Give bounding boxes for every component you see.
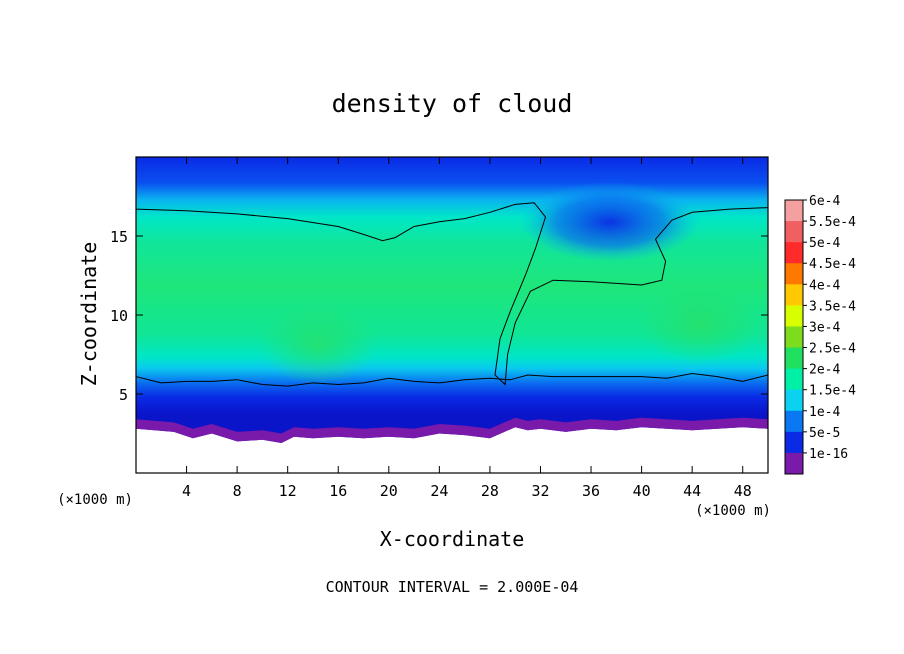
colorbar-swatch	[785, 305, 803, 327]
colorbar-swatch	[785, 221, 803, 243]
x-unit-label-right: (×1000 m)	[695, 503, 771, 519]
x-tick-label: 20	[380, 482, 398, 500]
plot-area	[136, 157, 768, 473]
colorbar-swatch	[785, 410, 803, 433]
colorbar-label: 5e-5	[809, 426, 840, 441]
y-tick-label: 5	[119, 386, 128, 404]
x-axis-label: X-coordinate	[380, 527, 525, 551]
colorbar-label: 4e-4	[809, 278, 840, 293]
colorbar-label: 3e-4	[809, 320, 840, 335]
colorbar-swatch	[785, 200, 803, 222]
colorbar-swatch	[785, 242, 803, 264]
contour-interval-note: CONTOUR INTERVAL = 2.000E-04	[326, 578, 579, 596]
x-axis: 4 8 12 16 20 24 28 32 36 40 44 48	[182, 157, 752, 500]
contour-line-lower	[136, 372, 768, 387]
colorbar-swatch	[785, 284, 803, 306]
colorbar-swatch	[785, 389, 803, 412]
moist-core-right	[640, 285, 760, 365]
y-tick-label: 10	[110, 307, 128, 325]
x-tick-label: 28	[481, 482, 499, 500]
y-tick-label: 15	[110, 228, 128, 246]
colorbar-swatch	[785, 452, 803, 475]
x-tick-label: 32	[531, 482, 549, 500]
colorbar-label: 1e-4	[809, 405, 840, 420]
y-axis: 5 10 15	[110, 228, 768, 404]
colorbar-label: 1e-16	[809, 447, 848, 462]
moist-core-left	[258, 305, 378, 385]
colorbar-swatch	[785, 368, 803, 391]
cloud-base-band	[136, 417, 768, 443]
colorbar-label: 2e-4	[809, 363, 840, 378]
x-tick-label: 8	[233, 482, 242, 500]
chart-title: density of cloud	[332, 89, 573, 118]
x-tick-label: 12	[279, 482, 297, 500]
colorbar-label: 1.5e-4	[809, 384, 856, 399]
colorbar-label: 2.5e-4	[809, 342, 856, 357]
colorbar-label: 5.5e-4	[809, 215, 856, 230]
colorbar-swatch	[785, 263, 803, 285]
x-tick-label: 16	[329, 482, 347, 500]
x-tick-label: 36	[582, 482, 600, 500]
y-axis-label: Z-coordinate	[77, 242, 101, 387]
x-tick-label: 4	[182, 482, 191, 500]
colorbar: 6e-4 5.5e-4 5e-4 4.5e-4 4e-4 3.5e-4 3e-4 2.5e-4…	[784, 194, 856, 475]
colorbar-label: 5e-4	[809, 236, 840, 251]
colorbar-swatch	[785, 431, 803, 454]
dry-intrusion	[520, 182, 700, 262]
colorbar-label: 6e-4	[809, 194, 840, 209]
colorbar-label: 4.5e-4	[809, 257, 856, 272]
x-tick-label: 44	[683, 482, 701, 500]
x-tick-label: 40	[633, 482, 651, 500]
colorbar-swatch	[785, 326, 803, 349]
colorbar-label: 3.5e-4	[809, 299, 856, 314]
x-unit-label-left: (×1000 m)	[57, 492, 133, 508]
contour-line-upper	[136, 202, 768, 386]
colorbar-swatch	[785, 347, 803, 370]
colorbar-frame	[784, 199, 804, 475]
x-tick-label: 48	[734, 482, 752, 500]
x-tick-label: 24	[430, 482, 448, 500]
